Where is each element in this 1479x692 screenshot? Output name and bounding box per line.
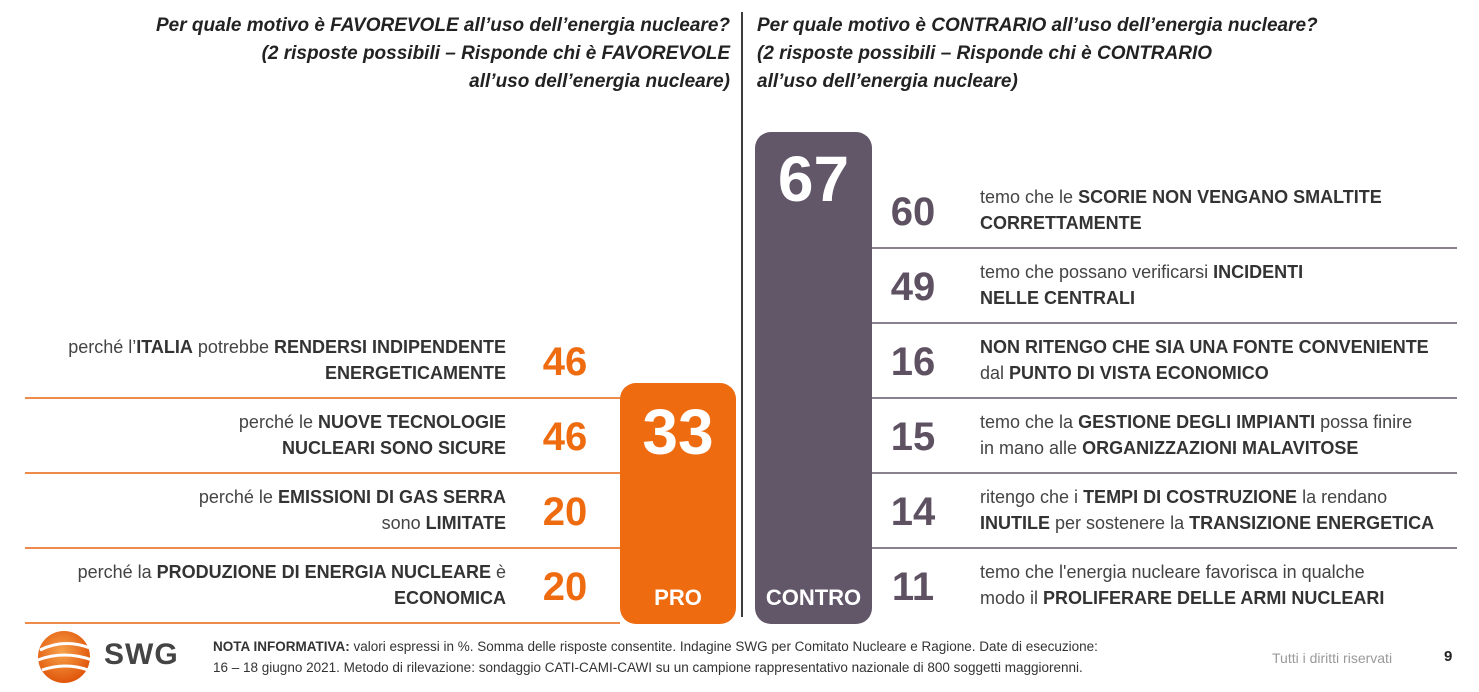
pro-total-value: 33: [642, 396, 714, 468]
pro-row-divider: [25, 622, 620, 624]
pro-question-line: (2 risposte possibili – Risponde chi è F…: [261, 43, 730, 64]
contro-reason-value: 60: [890, 190, 936, 234]
pro-reason-label: perché le NUOVE TECNOLOGIE NUCLEARI SONO …: [238, 412, 506, 458]
contro-row-divider: [872, 247, 1457, 249]
contro-reason-value: 49: [890, 265, 936, 309]
contro-total-value: 67: [777, 143, 850, 215]
contro-reason-label: temo che la GESTIONE DEGLI IMPIANTI poss…: [980, 412, 1413, 458]
pro-row-divider: [25, 472, 620, 474]
contro-reason-label: ritengo che i TEMPI DI COSTRUZIONE la re…: [980, 487, 1435, 533]
pro-row-divider: [25, 547, 620, 549]
contro-row-divider: [872, 547, 1457, 549]
contro-reason-value: 14: [890, 490, 936, 534]
contro-row-divider: [872, 322, 1457, 324]
contro-question: Per quale motivo è CONTRARIO all’uso del…: [757, 12, 1457, 96]
contro-total-bar: 67 CONTRO: [755, 132, 872, 624]
info-note: NOTA INFORMATIVA: valori espressi in %. …: [213, 636, 1213, 678]
pro-reason-value: 46: [542, 340, 588, 384]
contro-row-divider: [872, 472, 1457, 474]
note-label: NOTA INFORMATIVA:: [213, 639, 350, 654]
logo-text: SWG: [104, 638, 179, 671]
pro-total-bar: 33 PRO: [620, 383, 736, 624]
contro-question-line: Per quale motivo è CONTRARIO all’uso del…: [757, 15, 1318, 36]
contro-row-divider: [872, 397, 1457, 399]
pro-question-line: Per quale motivo è FAVOREVOLE all’uso de…: [155, 15, 730, 36]
page-number: 9: [1444, 648, 1453, 665]
contro-reason-value: 16: [890, 340, 936, 384]
center-divider: [741, 12, 743, 617]
pro-reason-label: perché l’ITALIA potrebbe RENDERSI INDIPE…: [68, 337, 506, 383]
contro-bar-label: CONTRO: [765, 585, 862, 610]
pro-reason-label: perché la PRODUZIONE DI ENERGIA NUCLEARE…: [77, 562, 506, 608]
contro-reason-value: 15: [890, 415, 936, 459]
contro-reason-label: temo che l'energia nucleare favorisca in…: [980, 562, 1385, 608]
pro-reason-value: 20: [542, 490, 588, 534]
contro-reason-label: temo che possano verificarsi INCIDENTI NE…: [980, 262, 1304, 308]
pro-question: Per quale motivo è FAVOREVOLE all’uso de…: [20, 12, 730, 96]
contro-reason-value: 11: [891, 565, 935, 609]
rights-text: Tutti i diritti riservati: [1272, 650, 1393, 666]
pro-reason-value: 46: [542, 415, 588, 459]
swg-logo-icon: [37, 631, 93, 683]
pro-bar-label: PRO: [654, 585, 702, 610]
pro-row-divider: [25, 397, 620, 399]
note-line-2: 16 – 18 giugno 2021. Metodo di rilevazio…: [213, 660, 1083, 675]
pro-reason-label: perché le EMISSIONI DI GAS SERRA sono LIM…: [198, 487, 506, 533]
contro-question-line: all’uso dell’energia nucleare): [757, 71, 1018, 92]
pro-question-line: all’uso dell’energia nucleare): [469, 71, 730, 92]
note-line-1: valori espressi in %. Somma delle rispos…: [349, 639, 1098, 654]
contro-reason-label: temo che le SCORIE NON VENGANO SMALTITE C…: [980, 187, 1382, 233]
contro-reason-label: NON RITENGO CHE SIA UNA FONTE CONVENIENT…: [980, 337, 1429, 383]
contro-question-line: (2 risposte possibili – Risponde chi è C…: [757, 43, 1213, 64]
pro-reason-value: 20: [542, 565, 588, 609]
